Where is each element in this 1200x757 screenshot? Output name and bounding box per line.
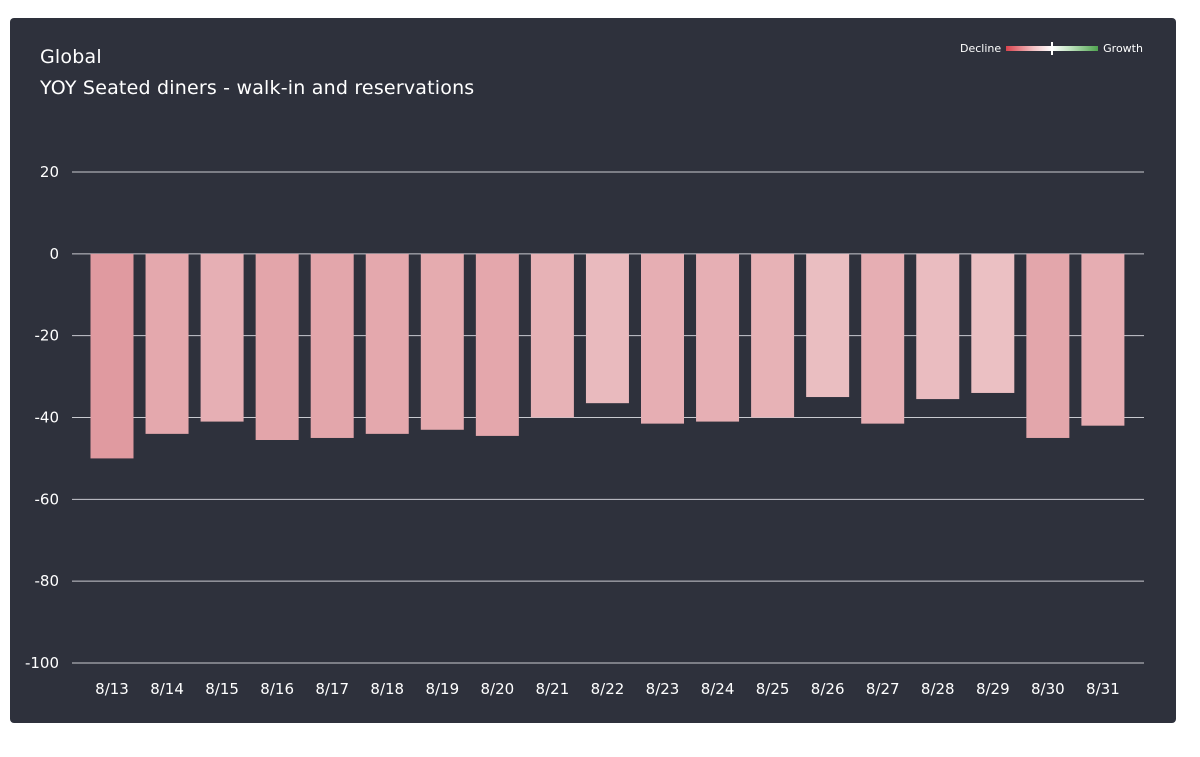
- y-tick-label: -100: [25, 654, 59, 672]
- bar-8-14[interactable]: [145, 253, 189, 434]
- bar-8-26[interactable]: [806, 253, 850, 398]
- bar-8-19[interactable]: [420, 253, 464, 430]
- x-tick-label: 8/13: [95, 680, 129, 698]
- legend-gradient: [1006, 41, 1099, 55]
- bar-8-28[interactable]: [916, 253, 960, 400]
- x-tick-label: 8/17: [315, 680, 349, 698]
- bar-8-30[interactable]: [1026, 253, 1070, 438]
- x-tick-label: 8/29: [976, 680, 1010, 698]
- x-tick-label: 8/27: [866, 680, 900, 698]
- y-tick-label: -20: [35, 327, 60, 345]
- x-tick-label: 8/28: [921, 680, 955, 698]
- chart-subtitle: YOY Seated diners - walk-in and reservat…: [40, 77, 475, 99]
- x-tick-label: 8/15: [205, 680, 239, 698]
- x-tick-label: 8/23: [646, 680, 680, 698]
- x-tick-label: 8/24: [701, 680, 735, 698]
- chart-title: Global: [40, 46, 102, 68]
- x-tick-label: 8/18: [370, 680, 404, 698]
- bar-8-20[interactable]: [475, 253, 519, 436]
- x-tick-label: 8/14: [150, 680, 184, 698]
- bar-8-16[interactable]: [255, 253, 299, 441]
- y-tick-label: -60: [35, 490, 60, 508]
- bar-8-27[interactable]: [861, 253, 905, 424]
- bar-8-23[interactable]: [641, 253, 684, 424]
- x-tick-label: 8/19: [425, 680, 459, 698]
- bar-8-25[interactable]: [751, 253, 795, 418]
- y-tick-label: 0: [49, 245, 59, 263]
- legend-zero-marker: [1051, 41, 1054, 55]
- x-tick-label: 8/30: [1031, 680, 1065, 698]
- bar-8-21[interactable]: [530, 253, 574, 418]
- bar-8-18[interactable]: [365, 253, 409, 434]
- color-legend: Decline Growth: [960, 40, 1143, 56]
- x-tick-label: 8/20: [481, 680, 515, 698]
- bar-8-31[interactable]: [1081, 253, 1125, 426]
- x-tick-label: 8/16: [260, 680, 294, 698]
- x-tick-label: 8/22: [591, 680, 625, 698]
- y-tick-label: -40: [35, 409, 60, 427]
- y-tick-label: 20: [40, 163, 59, 181]
- legend-growth-label: Growth: [1103, 41, 1143, 55]
- x-tick-label: 8/31: [1086, 680, 1120, 698]
- bar-8-15[interactable]: [200, 253, 244, 422]
- y-tick-label: -80: [35, 572, 60, 590]
- bar-8-13[interactable]: [90, 253, 134, 459]
- bar-8-29[interactable]: [971, 253, 1015, 393]
- legend-decline-label: Decline: [960, 41, 1002, 55]
- bar-8-24[interactable]: [696, 253, 740, 422]
- bar-8-22[interactable]: [585, 253, 629, 404]
- bar-8-17[interactable]: [310, 253, 354, 438]
- x-tick-label: 8/26: [811, 680, 845, 698]
- x-tick-label: 8/21: [536, 680, 570, 698]
- x-tick-label: 8/25: [756, 680, 790, 698]
